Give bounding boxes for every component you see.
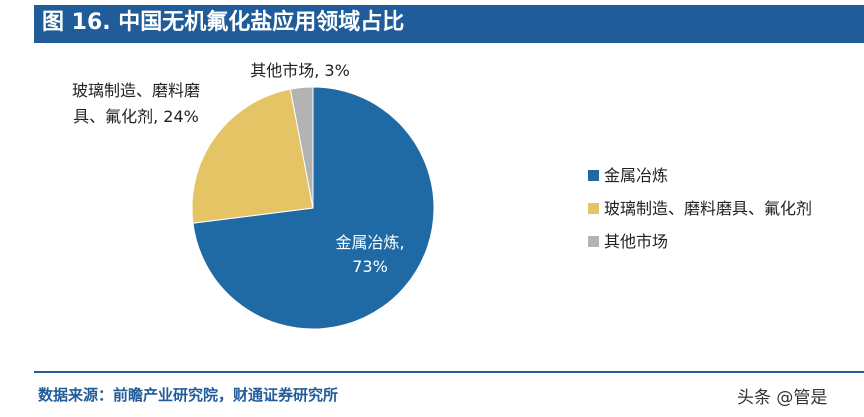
- legend-label-2: 其他市场: [604, 232, 668, 251]
- legend-label-0: 金属冶炼: [604, 166, 668, 185]
- title-underline: [34, 41, 864, 43]
- legend-swatch-1: [588, 203, 599, 214]
- watermark: 头条 @管是: [737, 388, 828, 408]
- pie-slice-2: [289, 86, 314, 209]
- legend-swatch-0: [588, 170, 599, 181]
- legend-label-1: 玻璃制造、磨料磨具、氟化剂: [604, 199, 812, 218]
- data-label-1: 玻璃制造、磨料磨具、氟化剂, 24%: [72, 81, 200, 126]
- pie-slice-1: [191, 88, 314, 224]
- data-label-0: 金属冶炼, 73%: [335, 233, 404, 276]
- footer-divider: [34, 371, 864, 373]
- title-bar: 图 16. 中国无机氟化盐应用领域占比: [34, 5, 864, 41]
- source-note: 数据来源：前瞻产业研究院，财通证券研究所: [38, 386, 339, 404]
- chart-title: 图 16. 中国无机氟化盐应用领域占比: [42, 10, 405, 35]
- legend-swatch-2: [588, 236, 599, 247]
- data-label-2: 其他市场, 3%: [250, 61, 350, 80]
